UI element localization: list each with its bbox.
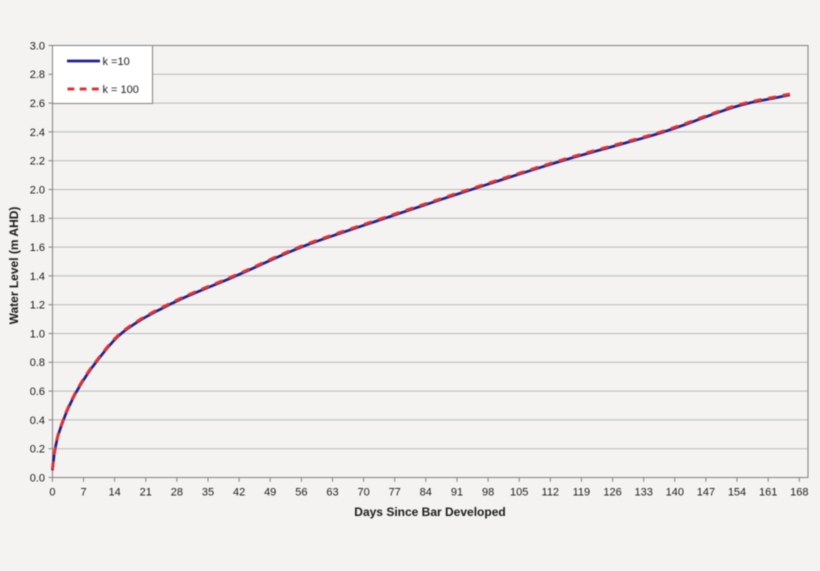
svg-text:2.8: 2.8 [30,69,45,81]
svg-text:63: 63 [326,487,338,499]
svg-text:k = 100: k = 100 [103,84,139,96]
svg-text:161: 161 [759,487,777,499]
svg-text:0.2: 0.2 [30,444,45,456]
svg-text:119: 119 [573,487,591,499]
svg-text:56: 56 [295,487,307,499]
svg-text:28: 28 [171,487,183,499]
svg-text:Days Since Bar Developed: Days Since Bar Developed [354,505,505,519]
svg-text:77: 77 [389,487,401,499]
svg-text:Water Level (m AHD): Water Level (m AHD) [7,207,21,325]
svg-text:140: 140 [666,487,684,499]
svg-text:k =10: k =10 [103,56,130,68]
svg-text:2.2: 2.2 [30,156,45,168]
svg-text:133: 133 [635,487,653,499]
svg-text:0: 0 [49,487,55,499]
svg-text:7: 7 [80,487,86,499]
svg-text:3.0: 3.0 [30,40,45,52]
svg-text:84: 84 [420,487,432,499]
svg-text:49: 49 [264,487,276,499]
svg-text:2.6: 2.6 [30,98,45,110]
svg-text:0.0: 0.0 [30,472,45,484]
svg-text:0.4: 0.4 [30,415,45,427]
svg-text:1.4: 1.4 [30,271,45,283]
svg-text:126: 126 [603,487,621,499]
svg-text:168: 168 [790,487,808,499]
svg-text:2.4: 2.4 [30,127,45,139]
svg-text:1.8: 1.8 [30,213,45,225]
svg-text:154: 154 [728,487,746,499]
svg-text:35: 35 [202,487,214,499]
svg-text:0.6: 0.6 [30,386,45,398]
svg-text:1.6: 1.6 [30,242,45,254]
svg-text:112: 112 [542,487,560,499]
svg-text:14: 14 [108,487,120,499]
svg-text:98: 98 [482,487,494,499]
svg-text:0.8: 0.8 [30,357,45,369]
svg-text:42: 42 [233,487,245,499]
svg-text:1.0: 1.0 [30,328,45,340]
svg-text:105: 105 [510,487,528,499]
svg-text:2.0: 2.0 [30,184,45,196]
svg-text:91: 91 [451,487,463,499]
svg-text:1.2: 1.2 [30,300,45,312]
svg-text:70: 70 [357,487,369,499]
svg-text:21: 21 [140,487,152,499]
svg-text:147: 147 [697,487,715,499]
